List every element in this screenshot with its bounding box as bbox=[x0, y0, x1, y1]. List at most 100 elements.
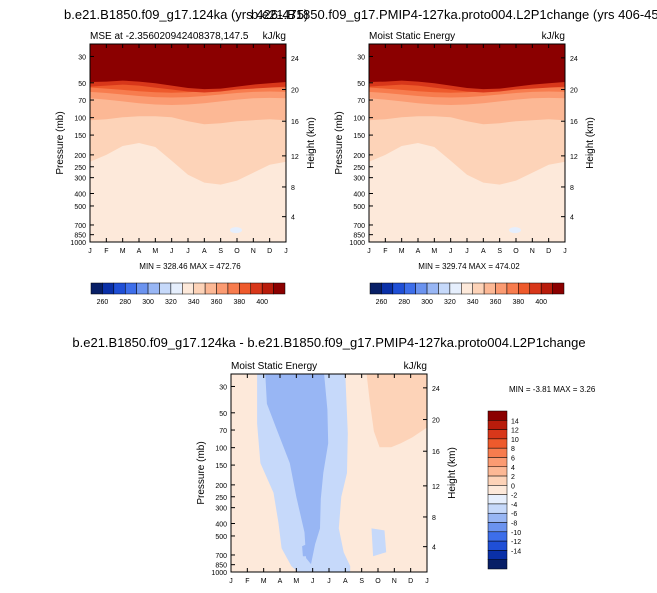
colorbar-cell bbox=[193, 282, 206, 295]
colorbar-label: 380 bbox=[513, 299, 525, 306]
y-tick-label: 50 bbox=[78, 81, 86, 88]
colorbar-label: 320 bbox=[165, 299, 177, 306]
y-tick-label: 30 bbox=[219, 384, 227, 391]
plot-units: kJ/kg bbox=[542, 31, 565, 42]
colorbar-label: 300 bbox=[142, 299, 154, 306]
colorbar-cell bbox=[487, 466, 508, 477]
colorbar-cell bbox=[487, 485, 508, 495]
colorbar-cell bbox=[449, 282, 462, 295]
colorbar-cell bbox=[487, 494, 508, 505]
x-tick-label: A bbox=[137, 248, 142, 255]
colorbar-label: 400 bbox=[535, 299, 547, 306]
x-tick-label: A bbox=[481, 248, 486, 255]
height-tick-label: 8 bbox=[570, 185, 574, 192]
colorbar-cell bbox=[113, 282, 126, 295]
x-tick-label: D bbox=[408, 578, 413, 585]
y-tick-label: 850 bbox=[215, 563, 227, 570]
contour-band bbox=[366, 374, 427, 448]
colorbar-cell bbox=[483, 282, 496, 295]
height-tick-label: 24 bbox=[291, 56, 299, 63]
contour-band bbox=[302, 542, 311, 557]
contour-band bbox=[371, 528, 387, 557]
x-tick-label: J bbox=[449, 248, 453, 255]
y-tick-label: 700 bbox=[215, 553, 227, 560]
y-tick-label: 50 bbox=[219, 411, 227, 418]
x-tick-label: F bbox=[104, 248, 108, 255]
colorbar-label: -10 bbox=[511, 530, 521, 537]
y-tick-label: 400 bbox=[215, 521, 227, 528]
x-tick-label: S bbox=[218, 248, 223, 255]
colorbar-label: -2 bbox=[511, 493, 517, 500]
plot-title-left: Moist Static Energy bbox=[369, 31, 455, 42]
colorbar-label: 400 bbox=[256, 299, 268, 306]
y-tick-label: 850 bbox=[353, 233, 365, 240]
colorbar-label: -4 bbox=[511, 502, 517, 509]
height-axis-label: Height (km) bbox=[447, 447, 458, 499]
x-tick-label: N bbox=[530, 248, 535, 255]
x-tick-label: J bbox=[563, 248, 567, 255]
colorbar-cell bbox=[204, 282, 217, 295]
plot-units: kJ/kg bbox=[263, 31, 286, 42]
colorbar-label: 280 bbox=[119, 299, 131, 306]
x-tick-label: O bbox=[513, 248, 519, 255]
colorbar-cell bbox=[227, 282, 240, 295]
height-tick-label: 16 bbox=[291, 119, 299, 126]
x-tick-label: F bbox=[383, 248, 387, 255]
y-tick-label: 1000 bbox=[70, 240, 86, 247]
y-tick-label: 500 bbox=[353, 204, 365, 211]
plot-axes-1: J F M A M J J A S O N D J 30 50 70 100 150 200 250 300 400 500… bbox=[334, 31, 596, 255]
colorbar-label: -6 bbox=[511, 511, 517, 518]
colorbar-cell bbox=[529, 282, 542, 295]
contour-fill-2 bbox=[231, 374, 427, 572]
y-tick-label: 250 bbox=[74, 165, 86, 172]
x-tick-label: M bbox=[399, 248, 405, 255]
plot-title-left: MSE at -2.356020942408378,147.5 bbox=[90, 31, 249, 42]
colorbar-label: 260 bbox=[376, 299, 388, 306]
colorbar-cell bbox=[487, 438, 508, 449]
colorbar-cell bbox=[552, 282, 565, 295]
colorbar-cell bbox=[136, 282, 149, 295]
colorbar-label: 10 bbox=[511, 437, 519, 444]
colorbar-cell bbox=[261, 282, 274, 295]
x-tick-label: N bbox=[251, 248, 256, 255]
colorbar-label: 12 bbox=[511, 428, 519, 435]
y-tick-label: 70 bbox=[78, 98, 86, 105]
height-tick-label: 4 bbox=[291, 215, 295, 222]
colorbar-1: 260 280 300 320 340 360 380 400 bbox=[90, 282, 286, 306]
colorbar-cell bbox=[170, 282, 183, 295]
colorbar-cell bbox=[426, 282, 439, 295]
plot-units: kJ/kg bbox=[404, 361, 427, 372]
height-tick-label: 20 bbox=[291, 88, 299, 95]
colorbar-label: 360 bbox=[211, 299, 223, 306]
height-tick-label: 24 bbox=[570, 56, 578, 63]
x-tick-label: O bbox=[234, 248, 240, 255]
height-axis-label: Height (km) bbox=[306, 117, 317, 169]
supertitle-1: b.e21.B1850.f09_g17.124ka (yrs 426-475) bbox=[64, 7, 308, 22]
y-tick-label: 700 bbox=[74, 223, 86, 230]
colorbar-cell bbox=[487, 503, 508, 514]
x-tick-label: M bbox=[431, 248, 437, 255]
contour-band bbox=[265, 374, 329, 565]
contour-band bbox=[369, 44, 565, 90]
y-axis-label: Pressure (mb) bbox=[196, 441, 207, 504]
y-tick-label: 250 bbox=[215, 495, 227, 502]
y-tick-label: 250 bbox=[353, 165, 365, 172]
colorbar-cell bbox=[381, 282, 394, 295]
colorbar-cell bbox=[487, 550, 508, 560]
y-tick-label: 200 bbox=[74, 153, 86, 160]
height-tick-label: 4 bbox=[432, 545, 436, 552]
x-tick-label: M bbox=[120, 248, 126, 255]
y-tick-label: 50 bbox=[357, 81, 365, 88]
y-tick-label: 300 bbox=[74, 176, 86, 183]
colorbar-2: 260 280 300 320 340 360 380 400 bbox=[369, 282, 565, 306]
x-tick-label: J bbox=[170, 248, 174, 255]
colorbar-label: 360 bbox=[490, 299, 502, 306]
colorbar-3: 14 12 10 8 6 4 2 0 -2 -4 -6 -8 -10 -12 -14 bbox=[487, 410, 521, 570]
x-tick-label: M bbox=[293, 578, 299, 585]
plot-axes-0: J F M A M J J A S O N D J 30 50 70 100 150 200 250 300 400 500… bbox=[55, 31, 317, 255]
colorbar-cell bbox=[487, 410, 508, 421]
stats-text-2: MIN = 329.74 MAX = 474.02 bbox=[418, 262, 520, 271]
colorbar-cell bbox=[182, 282, 194, 295]
height-tick-label: 20 bbox=[570, 88, 578, 95]
